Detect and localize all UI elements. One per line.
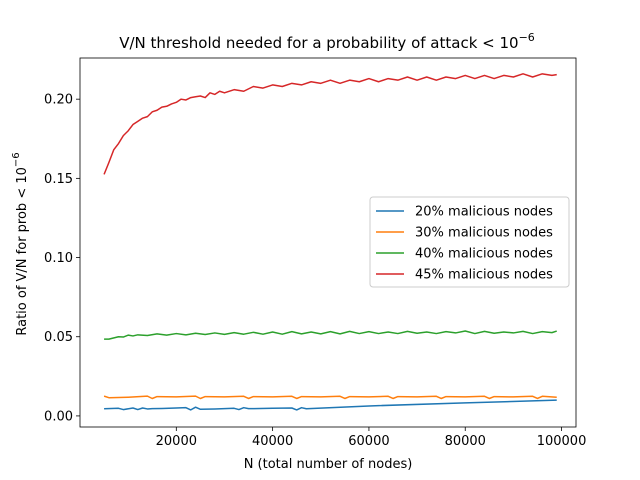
plot-area <box>79 57 577 428</box>
x-tick-label: 80000 <box>445 434 486 449</box>
x-tick-label: 60000 <box>348 434 389 449</box>
legend: 20% malicious nodes 30% malicious nodes 40… <box>369 196 570 288</box>
y-tick-label: 0.20 <box>44 93 73 108</box>
x-axis-label: N (total number of nodes) <box>244 457 413 472</box>
chart-title: V/N threshold needed for a probability o… <box>119 31 535 52</box>
plot-frame <box>79 57 577 428</box>
series-line-3 <box>104 330 557 340</box>
legend-label-1: 20% malicious nodes <box>415 205 553 220</box>
x-tick-label: 40000 <box>252 434 293 449</box>
y-axis-label: Ratio of V/N for prob < 10−6 <box>11 152 30 335</box>
legend-label-3: 40% malicious nodes <box>415 247 553 262</box>
x-tick-label: 100000 <box>537 434 587 449</box>
x-tick-label: 20000 <box>156 434 197 449</box>
y-tick-label: 0.10 <box>44 251 73 266</box>
legend-box <box>369 196 570 288</box>
x-axis: 20000 40000 60000 80000 100000 <box>156 427 587 449</box>
series-line-4 <box>103 73 557 175</box>
svg-text:V/N threshold needed for a pro: V/N threshold needed for a probability o… <box>119 31 535 52</box>
svg-text:Ratio of V/N for prob < 10−6: Ratio of V/N for prob < 10−6 <box>11 152 30 335</box>
series-line-1 <box>104 399 557 411</box>
y-axis: 0.00 0.05 0.10 0.15 0.20 <box>44 93 80 424</box>
y-tick-label: 0.15 <box>44 172 73 187</box>
series-line-2 <box>103 395 557 400</box>
legend-label-2: 30% malicious nodes <box>415 226 553 241</box>
legend-label-4: 45% malicious nodes <box>415 268 553 283</box>
y-tick-label: 0.05 <box>44 330 73 345</box>
y-tick-label: 0.00 <box>44 409 73 424</box>
